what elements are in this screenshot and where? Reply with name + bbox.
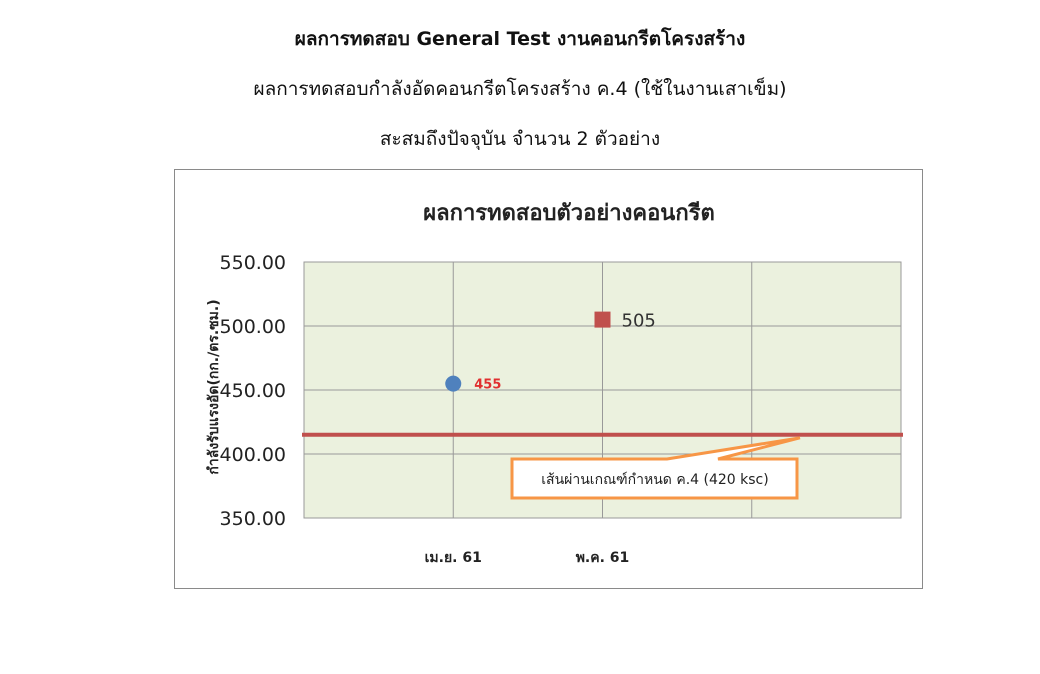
x-tick-label: พ.ค. 61 <box>576 550 630 566</box>
page-title: ผลการทดสอบ General Test งานคอนกรีตโครงสร… <box>294 28 746 50</box>
y-tick-label: 550.00 <box>220 252 286 274</box>
threshold-callout-text: เส้นผ่านเกณฑ์กำหนด ค.4 (420 ksc) <box>541 471 768 488</box>
y-tick-label: 500.00 <box>220 316 286 338</box>
x-tick-label: เม.ย. 61 <box>425 550 482 566</box>
sample-count: สะสมถึงปัจจุบัน จำนวน 2 ตัวอย่าง <box>379 128 661 150</box>
y-axis-label: กำลังรับแรงอัด(กก./ตร.ซม.) <box>206 299 222 474</box>
scatter-chart: ผลการทดสอบตัวอย่างคอนกรีต กำลังรับแรงอัด… <box>206 201 903 566</box>
data-label: 455 <box>474 378 501 393</box>
threshold-callout <box>510 436 801 500</box>
y-tick-label: 400.00 <box>220 444 286 466</box>
page-subtitle: ผลการทดสอบกำลังอัดคอนกรีตโครงสร้าง ค.4 (… <box>253 78 787 100</box>
data-point <box>594 311 611 328</box>
y-tick-label: 350.00 <box>220 508 286 530</box>
chart-title: ผลการทดสอบตัวอย่างคอนกรีต <box>423 201 715 226</box>
data-point <box>445 375 462 392</box>
chart-frame: ผลการทดสอบตัวอย่างคอนกรีต กำลังรับแรงอัด… <box>174 169 923 589</box>
y-tick-label: 450.00 <box>220 380 286 402</box>
data-label: 505 <box>622 311 656 332</box>
